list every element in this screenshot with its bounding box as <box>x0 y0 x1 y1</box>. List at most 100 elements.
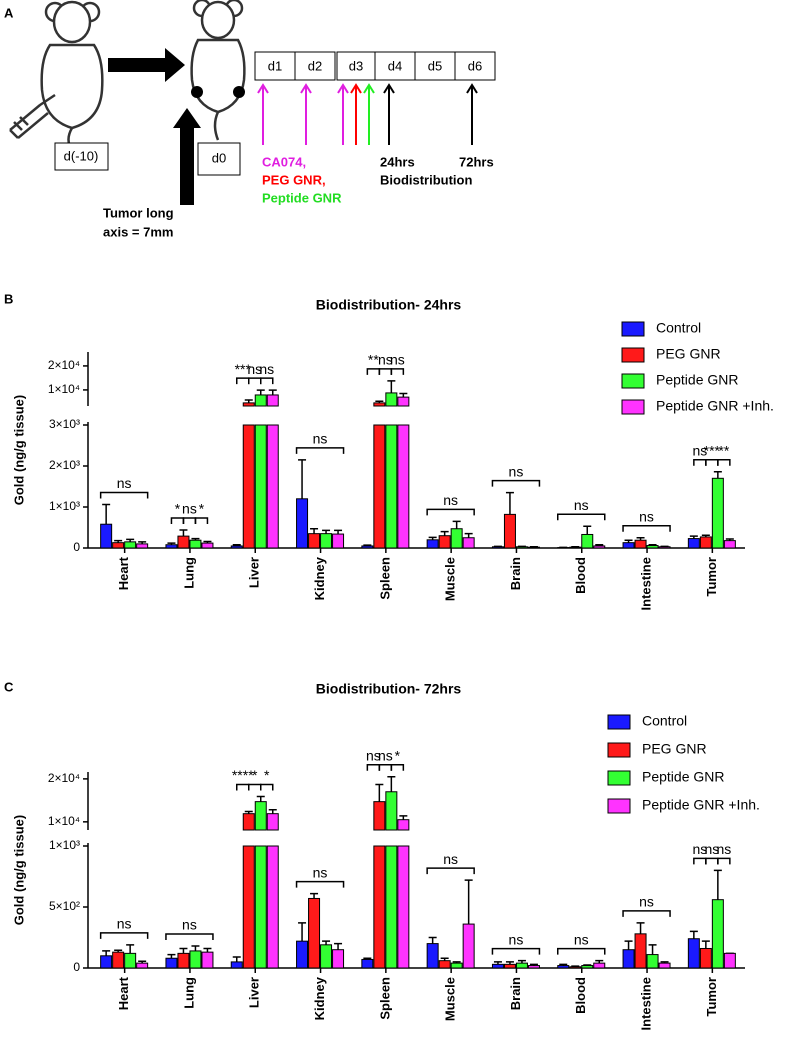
day-label: d5 <box>428 58 442 73</box>
significance-label: ns <box>509 463 524 479</box>
error-bar <box>713 470 722 479</box>
day-label: d1 <box>268 58 282 73</box>
significance-label: ns <box>182 917 197 933</box>
bar <box>462 537 475 549</box>
bar <box>397 424 410 549</box>
bar <box>112 542 125 549</box>
bar <box>438 535 451 549</box>
legend-label: PEG GNR <box>656 346 721 362</box>
mouse-after <box>190 0 246 141</box>
error-bar <box>464 532 473 538</box>
significance-label: ns <box>716 841 731 857</box>
bar <box>373 801 386 831</box>
legend-swatch <box>607 770 631 786</box>
day-box <box>54 142 109 171</box>
legend-label: Peptide GNR +Inh. <box>642 797 760 813</box>
bar <box>230 545 243 549</box>
x-tick-label: Muscle <box>443 977 458 1021</box>
legend-swatch <box>621 373 645 389</box>
chart-title: Biodistribution- 72hrs <box>316 681 462 697</box>
error-bar <box>203 947 212 953</box>
significance-label: *** <box>235 361 252 377</box>
error-bar <box>624 940 633 950</box>
significance-bracket <box>295 447 345 454</box>
bar <box>373 845 386 969</box>
bar <box>723 540 736 549</box>
day-label: d(-10) <box>64 148 99 163</box>
significance-label: * <box>199 501 205 517</box>
x-tick-label: Liver <box>247 557 262 588</box>
significance-bracket <box>557 513 606 521</box>
readout-label: Biodistribution <box>380 172 472 187</box>
significance-bracket <box>622 525 671 532</box>
significance-bracket <box>236 783 250 791</box>
bar <box>569 966 582 969</box>
legend-swatch <box>607 798 631 814</box>
error-bar <box>399 392 408 398</box>
x-tick-label: Spleen <box>377 977 392 1020</box>
significance-bracket <box>426 508 475 516</box>
significance-label: *** <box>704 442 721 458</box>
tumor-note: axis = 7mm <box>103 224 173 239</box>
bar <box>296 498 309 549</box>
legend-swatch <box>607 742 631 758</box>
significance-bracket <box>622 910 671 917</box>
bar <box>450 528 463 549</box>
error-bar <box>322 940 331 945</box>
bar <box>373 402 386 407</box>
significance-label: ns <box>117 916 132 932</box>
bar <box>581 533 594 549</box>
error-bar <box>399 815 408 820</box>
bar <box>687 938 700 969</box>
significance-label: ns <box>509 931 524 947</box>
error-bar <box>583 525 592 535</box>
error-bar <box>179 947 188 954</box>
significance-bracket <box>705 857 719 865</box>
bar <box>397 396 410 407</box>
significance-label: ns <box>366 747 381 763</box>
chart-title: Biodistribution- 24hrs <box>316 297 462 313</box>
bar <box>189 950 202 969</box>
bar <box>165 957 178 969</box>
y-tick-label: 1×10³ <box>49 499 80 513</box>
bar <box>332 533 345 549</box>
y-tick-label: 5×10² <box>49 899 80 913</box>
bar <box>711 899 724 969</box>
significance-label: * <box>252 767 258 783</box>
bar <box>177 952 190 969</box>
bar <box>242 813 255 831</box>
error-bar <box>452 520 461 529</box>
bar <box>569 546 582 549</box>
significance-bracket <box>378 368 393 375</box>
bar <box>100 955 113 969</box>
significance-bracket <box>99 491 149 499</box>
treatment-label: CA074, <box>262 154 306 169</box>
significance-bracket <box>491 479 541 487</box>
error-bar <box>126 944 135 954</box>
bar <box>397 819 410 831</box>
significance-label: ns <box>692 442 707 458</box>
legend-label: Peptide GNR <box>656 372 738 388</box>
day-label: d2 <box>308 58 322 73</box>
bar <box>581 965 594 969</box>
significance-bracket <box>378 763 393 771</box>
significance-bracket <box>260 377 274 385</box>
bar <box>462 923 475 969</box>
error-bar <box>334 942 343 950</box>
legend-label: Peptide GNR <box>642 769 724 785</box>
bar <box>320 944 333 969</box>
error-bar <box>268 389 277 395</box>
y-axis-label: Gold (ng/g tissue) <box>11 395 26 506</box>
bar <box>189 539 202 549</box>
y-tick-label: 2×10³ <box>49 458 80 472</box>
x-tick-label: Intestine <box>638 557 653 610</box>
bar <box>332 949 345 969</box>
tumor <box>191 86 203 98</box>
y-tick-label: 1×10³ <box>49 838 80 852</box>
bar <box>308 533 321 549</box>
legend-swatch <box>607 714 631 730</box>
error-bar <box>179 529 188 537</box>
legend-label: Control <box>656 320 701 336</box>
significance-bracket <box>248 377 262 385</box>
bar <box>503 963 516 969</box>
